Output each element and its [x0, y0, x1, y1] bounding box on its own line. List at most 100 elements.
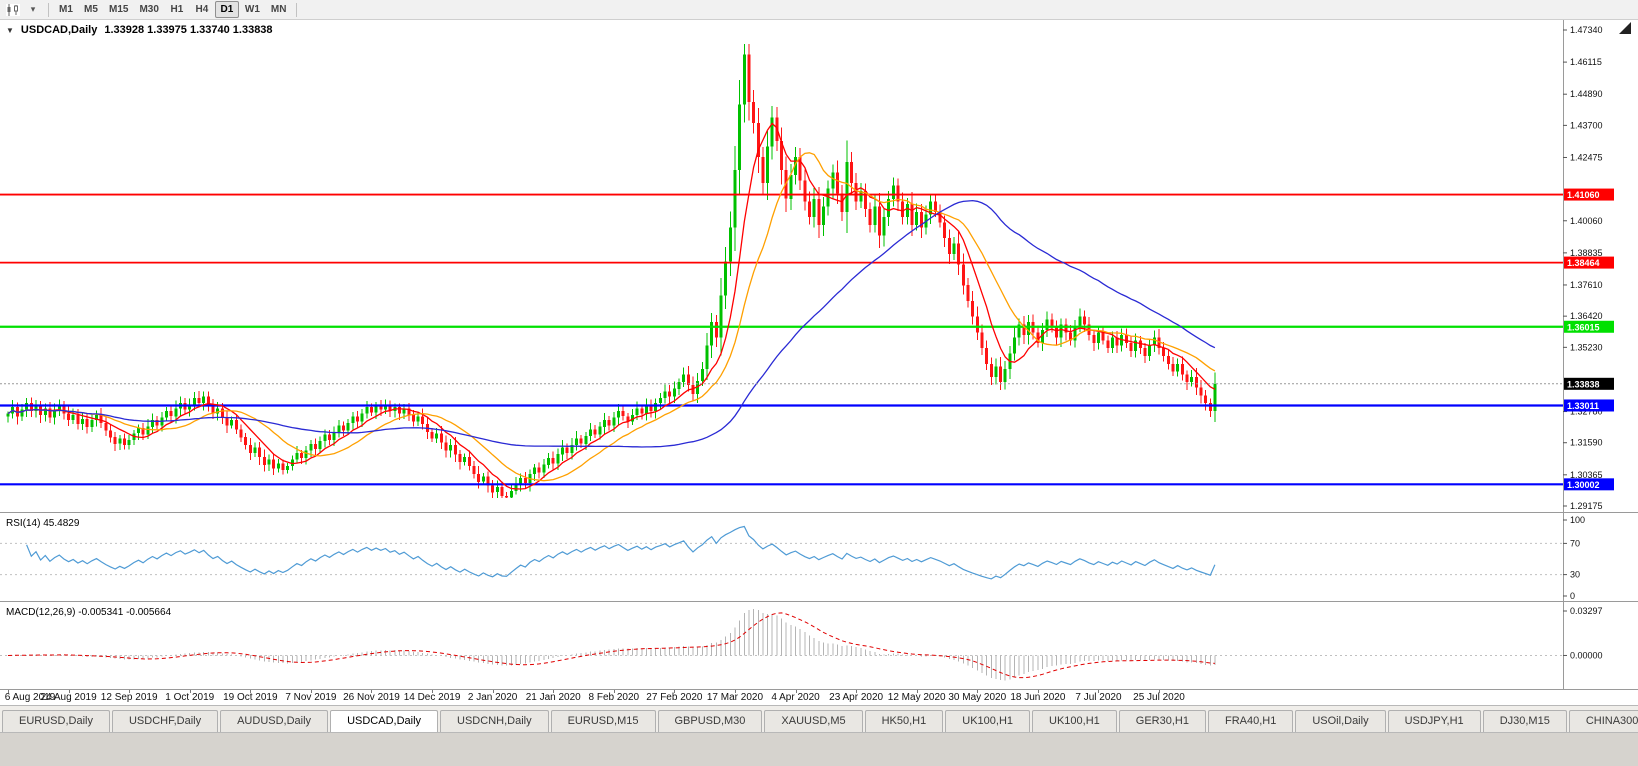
chart-type-icon[interactable]	[3, 2, 23, 18]
timeframe-button-mn[interactable]: MN	[270, 4, 287, 15]
macd-panel[interactable]: 0.03297 0.00000 MACD(12,26,9) -0.005341 -0…	[0, 601, 1638, 689]
time-tick	[553, 690, 555, 693]
time-tick	[432, 690, 434, 693]
macd-histogram	[12, 608, 1216, 681]
time-tick	[492, 690, 494, 693]
chart-type-dropdown-icon[interactable]: ▾	[30, 4, 36, 14]
price-tick-label: 1.29175	[1570, 501, 1603, 511]
price-tick-label: 1.44890	[1570, 89, 1603, 99]
time-tick	[1037, 690, 1039, 693]
tab-usdchf-daily[interactable]: USDCHF,Daily	[111, 710, 219, 732]
time-label: 7 Jul 2020	[1075, 692, 1122, 703]
tab-usdcnh-daily[interactable]: USDCNH,Daily	[440, 710, 549, 732]
macd-indicator-label: MACD(12,26,9) -0.005341 -0.005664	[6, 607, 172, 618]
price-tick-label: 1.30365	[1570, 470, 1603, 480]
time-tick	[613, 690, 615, 693]
time-label: 12 May 2020	[887, 692, 946, 703]
moving-average-line	[7, 122, 1216, 490]
time-label: 24 Aug 2019	[40, 692, 97, 703]
time-label: 18 Jun 2020	[1010, 692, 1066, 703]
price-tick-label: 1.38835	[1570, 248, 1603, 258]
price-tick-label: 1.37610	[1570, 280, 1603, 290]
time-tick	[189, 690, 191, 693]
time-tick	[68, 690, 70, 693]
time-label: 23 Apr 2020	[829, 692, 884, 703]
main-price-chart[interactable]: 1.47340 1.46115 1.44890 1.43700 1.42475 1.400…	[0, 20, 1638, 512]
time-tick	[310, 690, 312, 693]
tab-hk50-h1[interactable]: HK50,H1	[864, 710, 944, 732]
rsi-tick-label: 70	[1570, 538, 1580, 548]
time-label: 8 Feb 2020	[588, 692, 640, 703]
timeframe-button-m15[interactable]: M15	[109, 4, 129, 15]
time-axis[interactable]: 6 Aug 2019 24 Aug 2019 12 Sep 2019 1 Oct 20…	[0, 689, 1638, 705]
timeframe-button-w1[interactable]: W1	[244, 4, 260, 15]
price-tick-label: 1.35230	[1570, 342, 1603, 352]
time-tick	[1159, 690, 1161, 693]
time-label: 6 Aug 2019	[4, 692, 56, 703]
tab-uk100-h1-2[interactable]: UK100,H1	[1032, 710, 1117, 732]
chart-title: ▼ USDCAD,Daily 1.33928 1.33975 1.33740 1…	[6, 24, 273, 36]
rsi-tick-label: 30	[1570, 570, 1580, 580]
time-label: 12 Sep 2019	[100, 692, 158, 703]
ohlc-values: 1.33928 1.33975 1.33740 1.33838	[104, 24, 273, 36]
price-tick-label: 1.43700	[1570, 120, 1603, 130]
timeframe-button-m5[interactable]: M5	[84, 4, 98, 15]
window-bottom-edge	[0, 732, 1638, 766]
time-tick	[734, 690, 736, 693]
price-tick-label: 1.36420	[1570, 311, 1603, 321]
tab-dj30-m15[interactable]: DJ30,M15	[1482, 710, 1567, 732]
price-tick-label: 1.46115	[1570, 57, 1602, 67]
toolbar-separator	[296, 2, 298, 17]
time-label: 17 Mar 2020	[706, 692, 764, 703]
scroll-to-end-marker[interactable]	[1619, 22, 1631, 34]
toolbar: ▾ M1 M5 M15 M30 H1 H4 D1 W1 MN	[0, 0, 1638, 20]
one-click-trading-icon[interactable]: ▼	[6, 25, 14, 35]
price-tick-label: 1.47340	[1570, 25, 1603, 35]
macd-signal-line	[7, 612, 1215, 679]
time-label: 21 Jan 2020	[525, 692, 581, 703]
timeframe-button-m30[interactable]: M30	[139, 4, 159, 15]
time-label: 7 Nov 2019	[285, 692, 337, 703]
timeframe-button-h1[interactable]: H1	[170, 4, 184, 15]
price-tick-label: 1.31590	[1570, 438, 1603, 448]
tab-audusd-daily[interactable]: AUDUSD,Daily	[220, 710, 329, 732]
time-label: 2 Jan 2020	[467, 692, 518, 703]
tab-xauusd-m5[interactable]: XAUUSD,M5	[764, 710, 863, 732]
symbol-period-label: USDCAD,Daily	[20, 24, 98, 36]
tab-ger30-h1[interactable]: GER30,H1	[1118, 710, 1206, 732]
rsi-panel[interactable]: 100 70 30 0 RSI(14) 45.4829	[0, 512, 1638, 601]
tab-china300-h4[interactable]: CHINA300,H4	[1568, 710, 1638, 732]
level-price-label: 1.38464	[1567, 258, 1600, 268]
chart-tabs-bar: EURUSD,Daily USDCHF,Daily AUDUSD,Daily USDC…	[0, 705, 1638, 732]
tab-gbpusd-m30[interactable]: GBPUSD,M30	[657, 710, 763, 732]
timeframe-button-h4[interactable]: H4	[195, 4, 209, 15]
time-tick	[371, 690, 373, 693]
tab-eurusd-daily[interactable]: EURUSD,Daily	[2, 710, 110, 732]
time-tick	[1098, 690, 1100, 693]
tab-usdjpy-h1[interactable]: USDJPY,H1	[1387, 710, 1481, 732]
time-tick	[795, 690, 797, 693]
level-price-label: 1.30002	[1567, 480, 1600, 490]
chart-window: 1.47340 1.46115 1.44890 1.43700 1.42475 1.400…	[0, 20, 1638, 705]
tab-usoil-daily[interactable]: USOil,Daily	[1295, 710, 1386, 732]
timeframe-button-d1[interactable]: D1	[214, 1, 239, 18]
macd-tick-label: 0.03297	[1570, 606, 1603, 616]
moving-average-line	[7, 199, 1216, 448]
time-label: 26 Nov 2019	[343, 692, 400, 703]
tab-fra40-h1[interactable]: FRA40,H1	[1207, 710, 1294, 732]
time-tick	[856, 690, 858, 693]
timeframe-button-m1[interactable]: M1	[59, 4, 73, 15]
time-label: 1 Oct 2019	[165, 692, 215, 703]
price-tick-label: 1.40060	[1570, 216, 1603, 226]
level-price-label: 1.36015	[1567, 322, 1600, 332]
rsi-indicator-label: RSI(14) 45.4829	[6, 518, 80, 529]
tab-usdcad-daily[interactable]: USDCAD,Daily	[330, 710, 439, 732]
time-tick	[916, 690, 918, 693]
time-tick	[129, 690, 131, 693]
tab-uk100-h1[interactable]: UK100,H1	[945, 710, 1031, 732]
time-label: 25 Jul 2020	[1133, 692, 1185, 703]
time-label: 30 May 2020	[948, 692, 1007, 703]
price-tick-label: 1.42475	[1570, 152, 1603, 162]
tab-eurusd-m15[interactable]: EURUSD,M15	[550, 710, 656, 732]
